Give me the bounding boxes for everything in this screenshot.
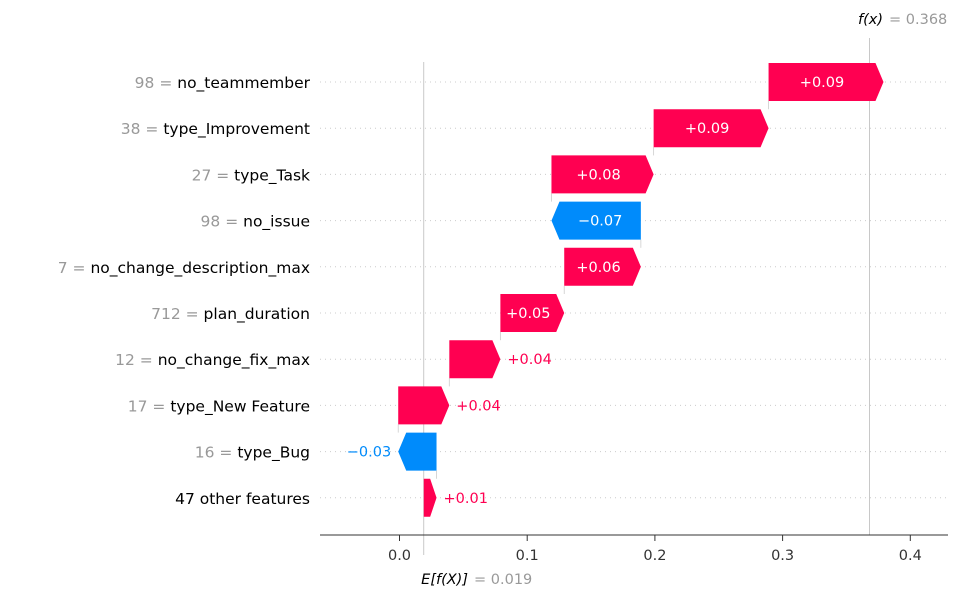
feature-value: 7 =	[58, 259, 91, 277]
x-axis: 0.0 0.1 0.2 0.3 0.4	[320, 534, 948, 564]
bar-value-label: −0.07	[578, 214, 622, 230]
feature-value: 16 =	[195, 444, 238, 462]
x-tick-label: 0.2	[643, 548, 666, 564]
feature-label: 98 = no_teammember	[135, 74, 311, 93]
bar-value-label: +0.09	[800, 75, 844, 91]
bar-value-label: +0.09	[685, 121, 729, 137]
x-tick-label: 0.3	[771, 548, 794, 564]
bar-value-label: +0.04	[456, 398, 500, 414]
gridlines	[320, 38, 948, 555]
base-value: = 0.019	[474, 572, 532, 588]
feature-label: 12 = no_change_fix_max	[115, 351, 310, 370]
x-tick-label: 0.4	[899, 548, 922, 564]
output-label: f(x)	[858, 12, 883, 28]
bar-value-label: +0.08	[576, 167, 620, 183]
feature-label: 98 = no_issue	[201, 213, 310, 232]
feature-name: no_change_fix_max	[158, 351, 310, 370]
feature-name: type_Task	[234, 166, 310, 185]
bar-positive	[768, 63, 884, 101]
feature-label: 7 = no_change_description_max	[58, 259, 310, 278]
bar-value-label: −0.03	[347, 445, 391, 461]
feature-value: 27 =	[192, 166, 235, 184]
bar-positive	[423, 478, 437, 517]
feature-value: 12 =	[115, 351, 158, 369]
bar-negative	[398, 432, 437, 471]
feature-name: 47 other features	[175, 490, 310, 508]
bar-positive	[564, 247, 641, 286]
bar-value-label: +0.01	[444, 491, 488, 507]
feature-label: 17 = type_New Feature	[128, 397, 310, 416]
feature-label: 47 other features	[175, 490, 310, 508]
base-label: E[f(X)]	[421, 572, 468, 588]
bar-positive	[449, 340, 501, 379]
feature-name: type_Improvement	[163, 120, 310, 139]
bar-value-label: +0.06	[576, 260, 620, 276]
x-tick-label: 0.0	[388, 548, 411, 564]
x-tick-label: 0.1	[516, 548, 539, 564]
feature-label: 16 = type_Bug	[195, 444, 310, 463]
feature-name: no_change_description_max	[90, 259, 310, 278]
feature-name: no_teammember	[177, 74, 310, 93]
feature-value: 98 =	[135, 74, 178, 92]
feature-value: 17 =	[128, 397, 171, 415]
bar-value-label: +0.04	[507, 352, 551, 368]
output-value: = 0.368	[889, 12, 947, 28]
feature-value: 712 =	[151, 305, 203, 323]
bar-positive	[653, 109, 769, 148]
bar-value-label: +0.05	[506, 306, 550, 322]
feature-labels: 98 = no_teammember 38 = type_Improvement 2…	[58, 74, 311, 508]
bar-positive	[551, 155, 654, 194]
annotations: f(x) = 0.368 E[f(X)] = 0.019	[421, 12, 947, 588]
bar-negative	[551, 201, 641, 240]
feature-name: plan_duration	[204, 305, 310, 324]
feature-value: 38 =	[121, 120, 164, 138]
feature-label: 27 = type_Task	[192, 166, 310, 185]
feature-name: type_New Feature	[170, 397, 310, 416]
bars: +0.09 +0.09 +0.08 −0.07 +0.06 +0.05 +0.04 +0.04…	[347, 63, 884, 517]
feature-label: 38 = type_Improvement	[121, 120, 310, 139]
feature-name: type_Bug	[237, 444, 310, 463]
bar-positive	[398, 386, 450, 425]
feature-value: 98 =	[201, 213, 244, 231]
feature-name: no_issue	[243, 213, 310, 232]
bar-positive	[500, 294, 565, 332]
feature-label: 712 = plan_duration	[151, 305, 310, 324]
